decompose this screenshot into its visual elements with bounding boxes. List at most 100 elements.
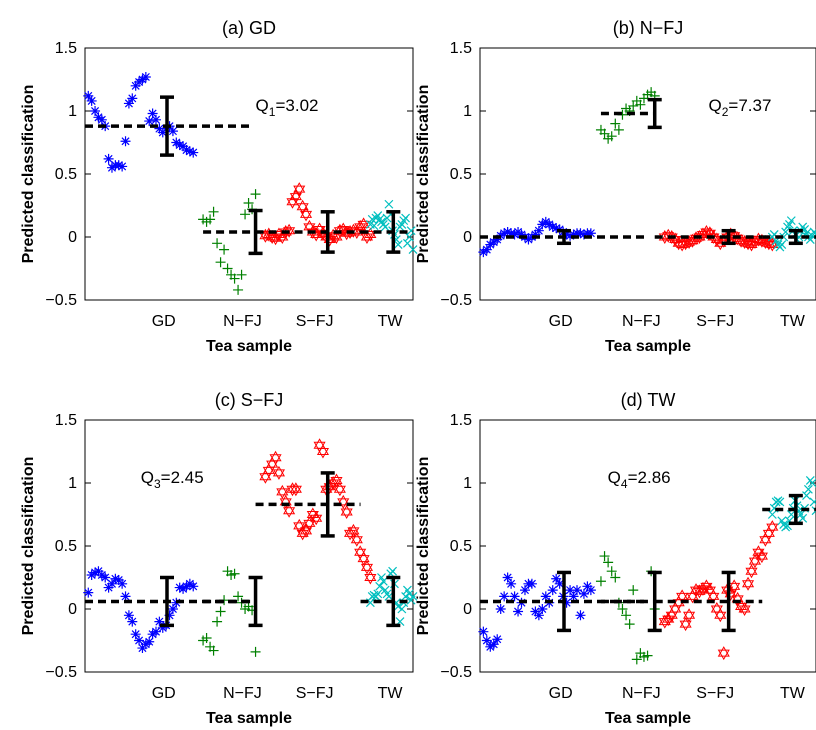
data-point xyxy=(755,549,768,564)
hexagram-up xyxy=(766,237,779,249)
data-point xyxy=(572,585,583,596)
data-point xyxy=(269,450,282,465)
series-1 xyxy=(595,551,660,665)
data-point xyxy=(610,572,621,583)
hexagram-down xyxy=(700,582,713,594)
y-axis-label: Predicted classification xyxy=(20,85,37,264)
x-tick-label: TW xyxy=(378,685,404,702)
y-tick-label: 0 xyxy=(463,601,472,618)
data-point xyxy=(631,654,642,665)
hexagram-down xyxy=(748,557,762,569)
data-point xyxy=(537,604,548,614)
error-bar xyxy=(721,570,736,633)
y-axis-label: Predicted classification xyxy=(20,457,37,636)
series-3 xyxy=(365,199,418,255)
hexagram-down xyxy=(735,602,748,614)
hexagram-down xyxy=(316,448,330,459)
hexagram-up xyxy=(693,584,706,595)
hexagram-down xyxy=(283,507,296,518)
hexagram-up xyxy=(738,601,751,613)
hexagram-up xyxy=(276,230,289,241)
hexagram-down xyxy=(333,485,346,497)
data-point xyxy=(90,567,101,578)
hexagram-up xyxy=(340,504,353,516)
data-point xyxy=(533,610,544,621)
hexagram-down xyxy=(310,514,323,526)
data-point xyxy=(565,585,576,596)
hexagram-up xyxy=(286,194,299,206)
hexagram-up xyxy=(296,526,309,537)
data-point xyxy=(123,610,134,621)
data-point xyxy=(578,588,589,599)
series-2 xyxy=(658,224,779,252)
data-point xyxy=(333,482,346,497)
data-point xyxy=(120,136,131,147)
data-point xyxy=(250,646,261,657)
chart-panel-4: −0.5 0 0.5 1 1.5 GD N−FJ S−FJ TW (d) TW Tea sample… xyxy=(415,390,816,727)
hexagram-up xyxy=(676,589,689,600)
data-point xyxy=(357,551,370,566)
hexagram-down xyxy=(364,574,377,585)
data-point xyxy=(485,641,496,652)
hexagram-up xyxy=(717,646,730,657)
x-axis-label: Tea sample xyxy=(206,710,292,727)
data-point xyxy=(140,71,151,82)
hexagram-up xyxy=(337,494,350,506)
data-point xyxy=(707,589,720,604)
plot-frame xyxy=(479,47,816,301)
data-point xyxy=(103,153,114,164)
error-bar xyxy=(320,210,335,254)
x-tick-label: S−FJ xyxy=(296,685,334,702)
y-tick-label: 1 xyxy=(68,103,77,120)
data-point xyxy=(240,209,251,220)
data-point xyxy=(526,232,537,242)
data-point xyxy=(779,232,789,242)
data-point xyxy=(340,504,353,519)
data-point xyxy=(530,606,541,617)
series-3 xyxy=(365,566,418,627)
x-tick-label: GD xyxy=(152,685,176,702)
hexagram-down xyxy=(703,229,716,241)
data-point xyxy=(513,226,524,237)
series-1 xyxy=(198,566,261,657)
data-point xyxy=(547,221,558,232)
data-point xyxy=(809,497,816,507)
y-tick-label: 1 xyxy=(463,475,472,492)
q-value: =2.86 xyxy=(628,468,671,487)
data-point xyxy=(181,145,192,156)
data-point xyxy=(628,100,639,111)
hexagram-up xyxy=(755,549,768,560)
data-point xyxy=(167,126,178,137)
y-tick-label: 1.5 xyxy=(55,412,77,429)
series-1 xyxy=(198,189,261,295)
data-point xyxy=(208,645,219,656)
x-tick-label: TW xyxy=(780,685,806,702)
error-bar xyxy=(788,228,803,246)
y-axis-label: Predicted classification xyxy=(415,85,432,264)
x-tick-label: N−FJ xyxy=(622,313,661,330)
data-point xyxy=(492,634,503,645)
hexagram-down xyxy=(299,527,313,538)
data-point xyxy=(137,74,148,85)
data-point xyxy=(215,606,226,617)
y-tick-label: 1.5 xyxy=(450,412,472,429)
series-2 xyxy=(259,438,377,585)
data-point xyxy=(289,482,302,497)
hexagram-up xyxy=(330,473,343,484)
hexagram-down xyxy=(327,232,340,243)
hexagram-up xyxy=(333,482,346,493)
hexagram-up xyxy=(293,518,306,530)
chart-title: (d) TW xyxy=(621,390,676,410)
hexagram-down xyxy=(303,519,316,531)
q-value: =3.02 xyxy=(275,96,318,115)
hexagram-up xyxy=(658,614,671,626)
hexagram-up xyxy=(347,523,360,535)
hexagram-up xyxy=(316,444,330,455)
data-point xyxy=(683,608,696,623)
data-point xyxy=(802,491,811,501)
data-point xyxy=(544,219,555,230)
hexagram-up xyxy=(303,516,316,527)
data-point xyxy=(212,616,223,627)
data-point xyxy=(100,572,111,583)
data-point xyxy=(378,576,388,586)
